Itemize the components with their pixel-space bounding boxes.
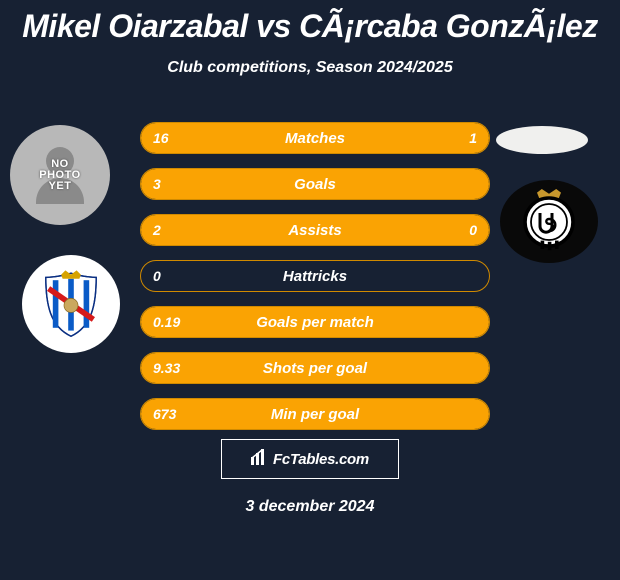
stat-value-right: 1 xyxy=(449,130,489,146)
stat-label: Min per goal xyxy=(141,406,489,423)
chart-icon xyxy=(251,449,269,469)
stat-label: Goals xyxy=(141,176,489,193)
stat-row: 2Assists0 xyxy=(140,214,490,246)
stat-row: 16Matches1 xyxy=(140,122,490,154)
player-left-photo: NOPHOTOYET xyxy=(10,125,110,225)
club-right-badge xyxy=(500,180,598,263)
stat-label: Assists xyxy=(141,222,489,239)
stat-row: 673Min per goal xyxy=(140,398,490,430)
brand-text: FcTables.com xyxy=(273,451,369,468)
date-label: 3 december 2024 xyxy=(0,498,620,516)
no-photo-label: NOPHOTOYET xyxy=(39,159,80,192)
stat-label: Goals per match xyxy=(141,314,489,331)
stat-label: Matches xyxy=(141,130,489,147)
fctables-brand: FcTables.com xyxy=(221,439,399,479)
stat-row: 0.19Goals per match xyxy=(140,306,490,338)
club-left-badge xyxy=(22,255,120,353)
stat-label: Shots per goal xyxy=(141,360,489,377)
stat-row: 3Goals xyxy=(140,168,490,200)
unionistas-crest-icon xyxy=(518,189,580,255)
page-title: Mikel Oiarzabal vs CÃ¡rcaba GonzÃ¡lez xyxy=(0,0,620,45)
stat-rows: 16Matches13Goals2Assists00Hattricks0.19G… xyxy=(140,122,490,444)
stat-row: 9.33Shots per goal xyxy=(140,352,490,384)
subtitle: Club competitions, Season 2024/2025 xyxy=(0,59,620,77)
stat-row: 0Hattricks xyxy=(140,260,490,292)
player-right-ellipse xyxy=(496,126,588,154)
real-sociedad-crest-icon xyxy=(36,269,106,339)
stat-label: Hattricks xyxy=(141,268,489,285)
stat-value-right: 0 xyxy=(449,222,489,238)
